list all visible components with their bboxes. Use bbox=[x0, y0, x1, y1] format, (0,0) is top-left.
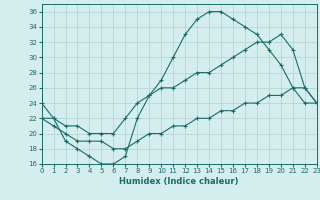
X-axis label: Humidex (Indice chaleur): Humidex (Indice chaleur) bbox=[119, 177, 239, 186]
